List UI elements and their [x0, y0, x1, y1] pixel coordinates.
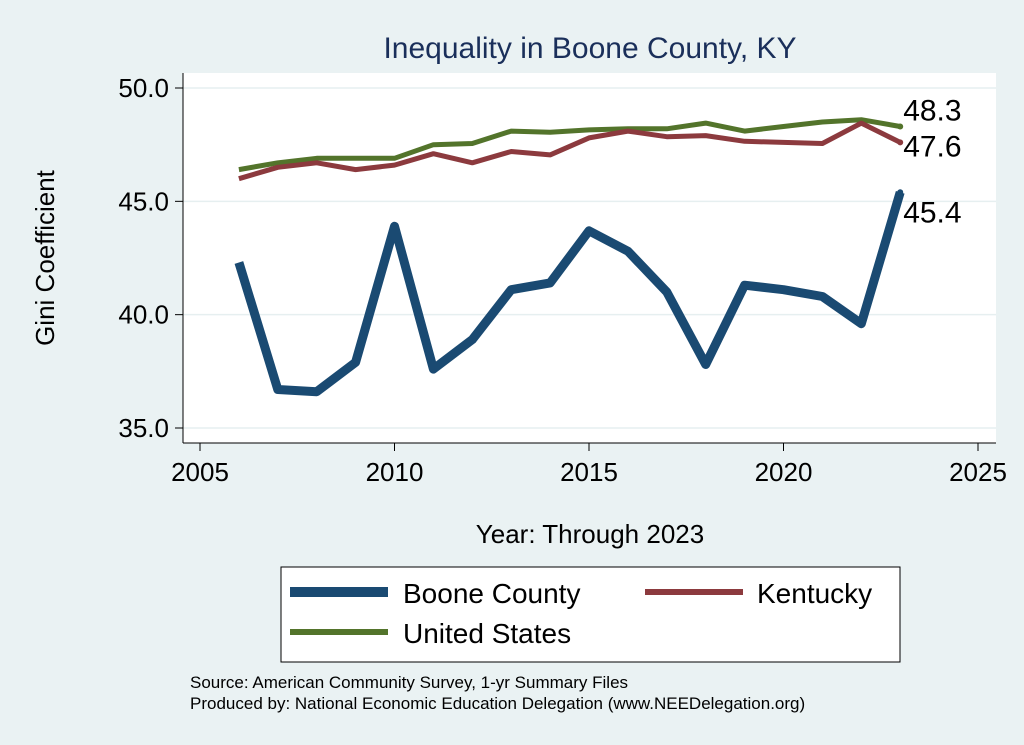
tick-labels: 35.0 40.0 45.0 50.0 2005 2010 2015 2020 2025	[118, 73, 1007, 487]
y-tick-label: 50.0	[118, 73, 169, 103]
end-point-boone-county	[897, 189, 904, 196]
x-tick-label: 2020	[755, 457, 813, 487]
legend-label-united-states: United States	[403, 618, 571, 649]
x-tick-label: 2015	[560, 457, 618, 487]
end-point-united-states	[897, 123, 904, 130]
series-line-boone-county	[234, 191, 905, 397]
y-tick-label: 40.0	[118, 300, 169, 330]
plot-area	[183, 73, 996, 443]
x-tick-label: 2010	[366, 457, 424, 487]
producer-note: Produced by: National Economic Education…	[190, 694, 805, 713]
series-layer	[234, 117, 905, 397]
x-axis-title: Year: Through 2023	[476, 519, 704, 549]
end-label-united-states: 48.3	[903, 95, 961, 128]
y-axis-title: Gini Coefficient	[30, 169, 60, 346]
chart-title: Inequality in Boone County, KY	[383, 32, 796, 65]
legend: Boone County Kentucky United States	[280, 566, 901, 663]
series-line-kentucky	[238, 120, 902, 182]
grid-lines	[183, 87, 996, 429]
end-labels: 45.4 47.648.3	[903, 95, 961, 230]
axes	[175, 73, 996, 451]
x-tick-label: 2025	[949, 457, 1007, 487]
source-note: Source: American Community Survey, 1-yr …	[190, 673, 628, 692]
end-label-boone-county: 45.4	[903, 196, 961, 229]
legend-label-boone-county: Boone County	[403, 578, 580, 609]
end-label-kentucky: 47.6	[903, 130, 961, 163]
legend-box	[280, 566, 901, 663]
y-tick-label: 45.0	[118, 186, 169, 216]
series-line-united-states	[238, 117, 901, 173]
y-tick-label: 35.0	[118, 413, 169, 443]
x-tick-label: 2005	[171, 457, 229, 487]
legend-label-kentucky: Kentucky	[757, 578, 872, 609]
end-point-kentucky	[897, 139, 904, 146]
